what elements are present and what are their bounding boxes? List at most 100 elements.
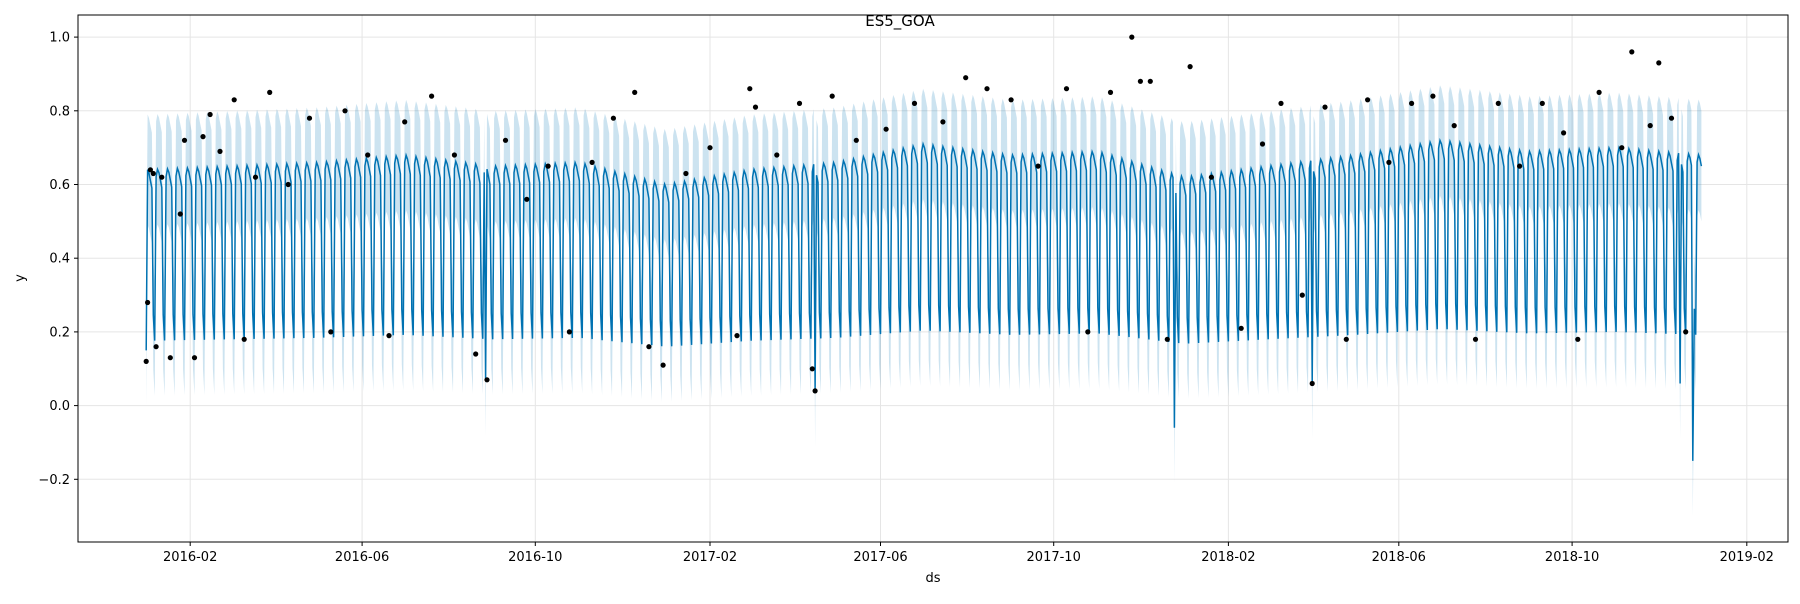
observed-point [1683,329,1689,335]
observed-point [683,170,689,177]
observed-point [812,388,818,394]
observed-point [1309,380,1315,387]
x-tick-label: 2018-10 [1545,550,1599,565]
observed-point [200,134,206,140]
observed-point [1208,174,1214,180]
observed-point [940,119,946,125]
observed-points-layer [143,34,1689,394]
observed-point [883,126,889,132]
observed-point [1085,329,1091,335]
observed-point [1187,64,1193,70]
observed-point [1495,100,1501,106]
observed-point [1137,78,1143,84]
y-tick-label: 0.0 [49,399,70,414]
observed-point [1596,89,1602,95]
observed-point [1164,336,1170,342]
x-tick-label: 2016-02 [163,550,217,565]
observed-point [1647,123,1653,129]
observed-point [386,333,392,339]
observed-point [241,336,247,342]
observed-point [660,362,666,368]
observed-point [328,329,334,335]
observed-point [1539,100,1545,106]
observed-point [1322,104,1328,110]
observed-point [402,119,408,125]
x-tick-label: 2018-06 [1372,550,1426,565]
observed-point [734,333,740,339]
observed-point [809,366,815,372]
observed-point [1365,97,1371,103]
observed-point [502,137,509,143]
observed-point [181,137,188,143]
observed-point [159,174,165,180]
x-tick-label: 2017-10 [1027,550,1081,565]
observed-point [1619,145,1625,151]
observed-point [217,148,223,154]
observed-point [829,93,835,99]
observed-point [267,89,273,95]
observed-point [167,355,173,361]
observed-point [1409,100,1415,106]
observed-point [589,159,595,165]
observed-point [1259,141,1266,147]
observed-point [1472,336,1479,342]
observed-point [484,377,490,383]
observed-point [1035,163,1041,169]
uncertainty-band-layer [146,85,1702,517]
observed-point [1129,34,1135,40]
observed-point [147,167,153,173]
x-axis-ticks: 2016-02 2016-06 2016-10 2017-02 2017-06 2017-… [163,542,1774,565]
plot-frame [77,14,1789,543]
x-tick-label: 2018-02 [1201,550,1255,565]
observed-point [177,211,183,217]
observed-point [153,344,159,350]
observed-point [365,152,371,158]
x-tick-label: 2017-06 [853,550,907,565]
observed-point [610,115,617,121]
grid-layer [78,15,1788,542]
observed-point [342,108,348,114]
x-tick-label: 2017-02 [683,550,737,565]
observed-point [285,181,291,188]
observed-point [646,344,652,350]
observed-point [632,89,638,95]
observed-point [1517,163,1523,169]
observed-point [306,115,313,121]
observed-point [1668,115,1675,121]
observed-point [707,145,713,151]
observed-point [1629,49,1635,55]
observed-point [143,358,149,364]
observed-point [545,163,551,169]
uncertainty-band [146,85,1702,517]
observed-point [429,93,435,99]
observed-point [1430,93,1436,99]
y-tick-label: 0.2 [49,325,70,340]
y-tick-label: 1.0 [49,31,70,46]
observed-point [191,355,198,361]
observed-point [1278,100,1284,106]
observed-point [1343,336,1349,342]
observed-point [1107,89,1114,95]
y-axis-label: y [13,274,28,282]
observed-point [752,104,759,110]
observed-point [911,100,918,106]
observed-point [451,152,457,158]
y-tick-label: 0.6 [49,178,70,193]
observed-point [145,299,151,306]
observed-point [1575,336,1581,342]
observed-point [524,196,530,202]
y-tick-label: 0.4 [49,252,70,267]
observed-point [1147,78,1153,84]
observed-point [231,97,237,103]
observed-point [1063,86,1070,92]
observed-point [1656,60,1662,66]
observed-point [207,111,213,118]
observed-point [984,86,990,92]
y-tick-label: −0.2 [38,473,70,488]
observed-point [566,329,573,335]
observed-point [252,174,259,180]
observed-point [473,351,479,357]
forecast-line-layer [145,137,1703,461]
